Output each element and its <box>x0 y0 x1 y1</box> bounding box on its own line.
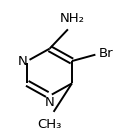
Text: N: N <box>45 96 54 109</box>
Text: CH₃: CH₃ <box>37 118 62 131</box>
Text: Br: Br <box>99 47 114 60</box>
Text: NH₂: NH₂ <box>59 12 84 25</box>
Text: N: N <box>17 55 27 68</box>
